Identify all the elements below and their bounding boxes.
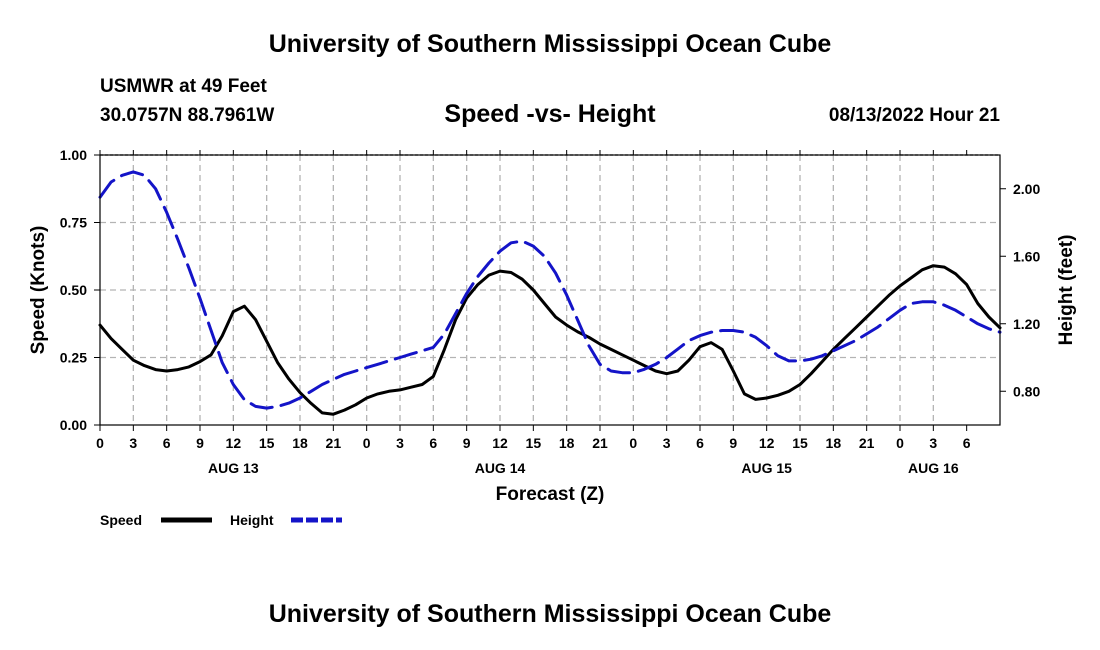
y2-tick-label: 1.60 [1013,248,1040,264]
x-tick-label: 15 [792,435,808,451]
x-tick-label: 3 [129,435,137,451]
x-tick-label: 9 [196,435,204,451]
x-tick-label: 6 [429,435,437,451]
legend: Speed Height [100,512,342,528]
x-tick-label: 9 [463,435,471,451]
y-tick-label: 1.00 [60,147,87,163]
series-line-speed [98,264,1002,416]
x-tick-label: 6 [963,435,971,451]
y2-axis-label: Height (feet) [1056,235,1077,346]
x-tick-label: 18 [826,435,842,451]
y-tick-label: 0.75 [60,215,87,231]
x-tick-label: 21 [859,435,875,451]
series-line-height [98,170,1002,410]
x-tick-label: 12 [759,435,775,451]
x-tick-label: 6 [696,435,704,451]
x-tick-label: 18 [292,435,308,451]
y2-tick-label: 2.00 [1013,181,1040,197]
grid [100,155,1000,425]
station-coordinates: 30.0757N 88.7961W [100,105,275,126]
x-tick-label: 3 [396,435,404,451]
legend-height-label: Height [230,512,274,528]
footer-title: University of Southern Mississippi Ocean… [268,600,832,628]
x-tick-label: 15 [259,435,275,451]
main-title: University of Southern Mississippi Ocean… [268,30,832,58]
y-tick-label: 0.00 [60,417,87,433]
chart-title: Speed -vs- Height [444,100,656,128]
x-tick-label: 15 [526,435,542,451]
x-axis-label: Forecast (Z) [496,484,605,505]
x-tick-label: 12 [492,435,508,451]
y2-tick-label: 1.20 [1013,316,1040,332]
x-tick-label: 18 [559,435,575,451]
x-tick-label: 0 [629,435,637,451]
x-tick-label: 12 [226,435,242,451]
x-tick-label: 0 [896,435,904,451]
y-axis-label: Speed (Knots) [28,226,49,355]
ticks: 0 3 6 9 12 15 18 21 0 3 6 9 12 15 18 21 0 3 6 9 12 15 18 21 0 3 6 0… [60,147,1041,476]
x-tick-label: 3 [663,435,671,451]
y-tick-label: 0.25 [60,350,87,366]
x-tick-label: 21 [326,435,342,451]
y-tick-label: 0.50 [60,282,87,298]
x-tick-label: 0 [363,435,371,451]
date-label: AUG 14 [475,460,526,476]
series-layer [98,170,1002,416]
x-tick-label: 9 [729,435,737,451]
x-tick-label: 3 [929,435,937,451]
date-label: AUG 15 [741,460,792,476]
x-tick-label: 21 [592,435,608,451]
y2-tick-label: 0.80 [1013,383,1040,399]
date-label: AUG 16 [908,460,959,476]
x-tick-label: 6 [163,435,171,451]
x-tick-label: 0 [96,435,104,451]
date-label: AUG 13 [208,460,259,476]
station-name: USMWR at 49 Feet [100,76,267,97]
run-time: 08/13/2022 Hour 21 [828,105,1000,126]
legend-speed-label: Speed [100,512,142,528]
